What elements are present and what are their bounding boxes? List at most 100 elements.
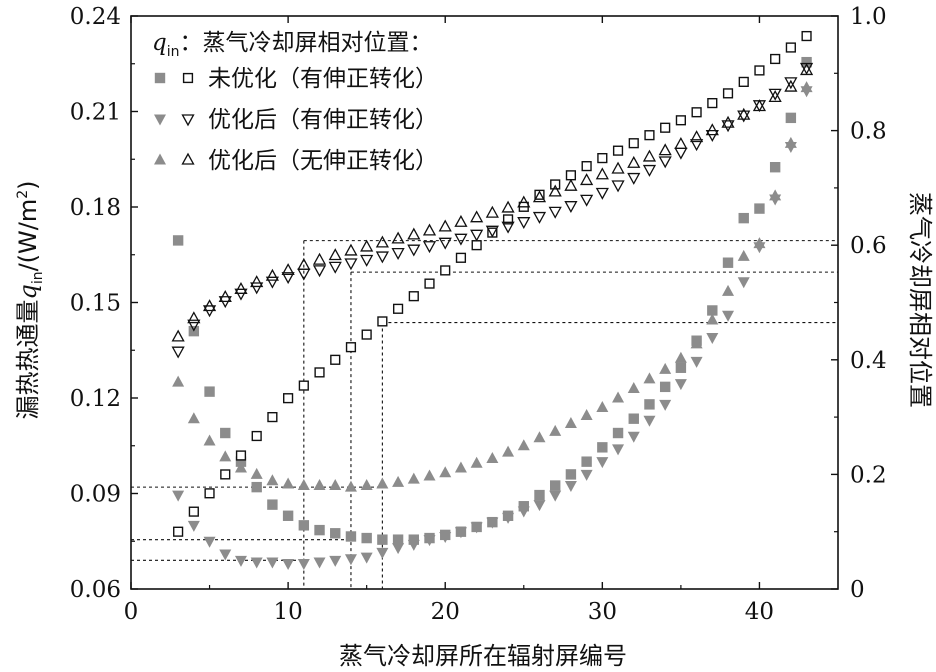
data-point [548, 184, 562, 197]
data-point [344, 554, 357, 566]
data-point [329, 555, 342, 567]
data-point [534, 489, 545, 501]
data-point [674, 147, 688, 160]
data-point [344, 243, 358, 256]
data-point [344, 258, 358, 271]
data-point [407, 227, 421, 240]
data-point [517, 439, 530, 451]
data-point [738, 212, 749, 224]
y-left-axis-label: 漏热热通量qin/(W/m2) [14, 180, 46, 419]
data-point [330, 354, 341, 365]
data-point [266, 557, 279, 569]
legend-marker-hollow [181, 114, 195, 127]
data-point [722, 310, 735, 322]
legend-marker-filled [154, 72, 166, 84]
data-point [580, 409, 593, 421]
data-point [454, 214, 468, 227]
data-point [517, 217, 531, 230]
data-point [470, 522, 483, 534]
data-point [408, 291, 419, 302]
data-point [799, 63, 814, 76]
data-point [423, 535, 436, 547]
data-point [580, 469, 593, 481]
data-point [220, 427, 231, 439]
data-point [550, 179, 561, 190]
data-point [297, 559, 310, 571]
data-point [220, 469, 231, 480]
data-point [345, 342, 357, 353]
data-point [659, 399, 672, 411]
data-point [267, 499, 278, 510]
data-point [754, 65, 765, 76]
data-point [282, 477, 295, 489]
data-point [660, 122, 671, 133]
data-point [752, 99, 767, 112]
data-point [187, 319, 201, 332]
data-point [187, 520, 200, 532]
data-point [502, 445, 515, 457]
data-point [454, 527, 467, 539]
data-point [705, 129, 719, 142]
data-point [721, 120, 735, 133]
data-point [707, 305, 718, 316]
data-point [438, 219, 452, 232]
data-point [612, 444, 625, 456]
data-point [392, 303, 404, 314]
data-point [659, 362, 672, 374]
data-point [801, 30, 812, 42]
data-point [439, 531, 452, 543]
data-point [627, 155, 641, 168]
data-point [722, 284, 735, 296]
data-point [454, 461, 467, 473]
data-point [770, 53, 781, 65]
data-point [564, 481, 577, 493]
data-point [737, 249, 750, 261]
y-left-tick-label: 0.06 [70, 577, 121, 603]
data-point [533, 431, 546, 443]
data-point [219, 549, 232, 561]
data-point [281, 272, 295, 285]
legend-item-optimized-with: 优化后（有伸正转化） [154, 107, 438, 133]
y-right-tick-label: 1.0 [850, 4, 887, 30]
data-point [391, 247, 405, 260]
y-left-tick-label: 0.15 [70, 291, 121, 317]
data-point [203, 536, 216, 548]
data-point [407, 472, 420, 484]
data-point [361, 329, 372, 340]
data-point [250, 275, 264, 288]
data-point [235, 450, 247, 461]
data-point [801, 56, 812, 68]
data-point [376, 477, 389, 489]
data-point [204, 488, 215, 499]
data-point [628, 413, 639, 424]
legend: qin：蒸气冷却屏相对位置： 未优化（有伸正转化） 优化后（有伸正转化） 优化后… [152, 30, 438, 174]
data-point [188, 506, 199, 517]
legend-marker-filled [154, 153, 166, 165]
data-point [408, 534, 419, 545]
data-point [784, 79, 798, 92]
data-point [375, 251, 389, 264]
data-point [691, 107, 702, 118]
data-point [674, 351, 687, 363]
data-point [753, 237, 766, 249]
data-point [187, 311, 201, 324]
data-point [330, 528, 341, 539]
legend-label-optimized-with: 优化后（有伸正转化） [208, 107, 438, 133]
data-point [532, 190, 547, 203]
data-point [737, 277, 750, 289]
series-position-triangle-up-hollow [171, 63, 814, 342]
data-point [628, 138, 639, 149]
data-point [644, 399, 655, 410]
data-point [502, 214, 514, 225]
data-point [219, 450, 232, 462]
data-point [690, 356, 703, 368]
data-point [627, 381, 640, 393]
data-point [281, 263, 295, 276]
x-axis-label: 蒸气冷却屏所在辐射屏编号 [339, 642, 627, 670]
data-point [517, 195, 531, 208]
data-point [768, 88, 782, 101]
data-point [376, 547, 389, 559]
data-point [596, 457, 609, 469]
data-point [265, 268, 279, 281]
